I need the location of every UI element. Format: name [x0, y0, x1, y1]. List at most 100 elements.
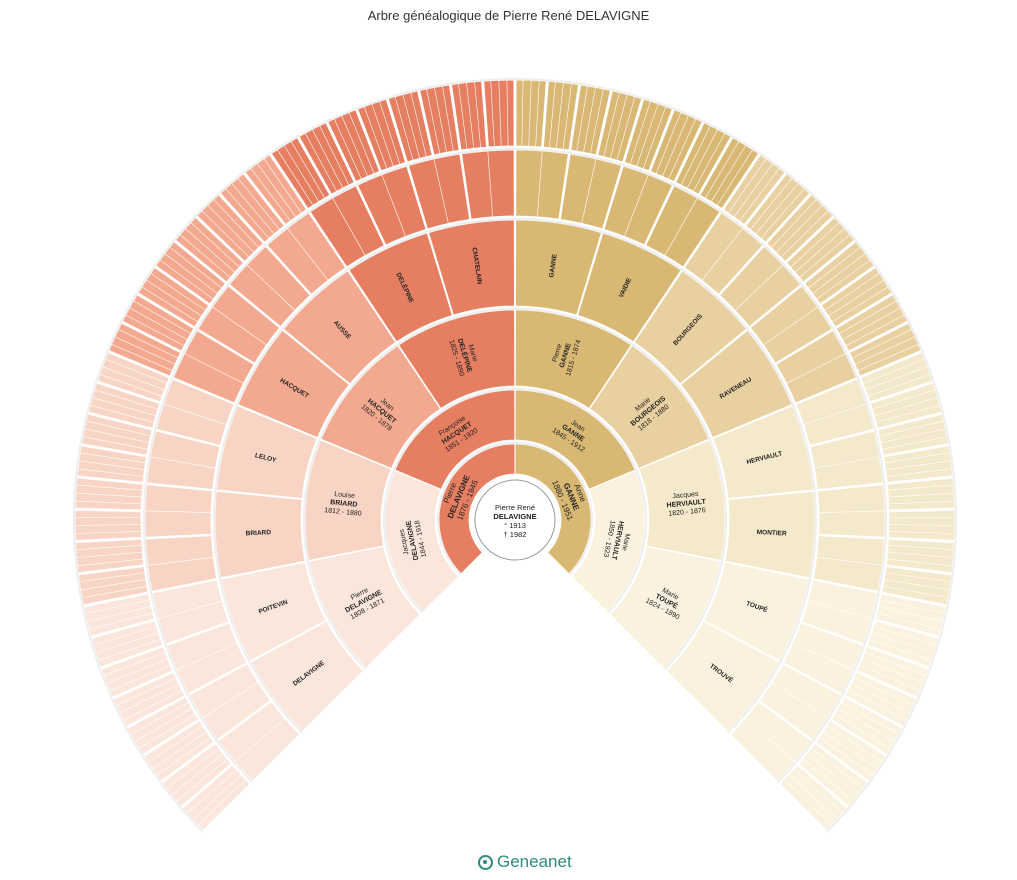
- gen3-segment[interactable]: [304, 439, 392, 561]
- gen6-segment[interactable]: [624, 98, 673, 172]
- gen6-segment[interactable]: [327, 109, 381, 183]
- gen6-segment[interactable]: [830, 696, 904, 755]
- gen5-segment[interactable]: [357, 165, 427, 246]
- gen6-segment[interactable]: [570, 84, 611, 156]
- gen6-segment[interactable]: [820, 267, 893, 328]
- gen4-segment[interactable]: [283, 270, 397, 385]
- gen6-segment[interactable]: [886, 477, 956, 511]
- gen5-segment[interactable]: [782, 622, 864, 695]
- gen6-segment[interactable]: [81, 413, 153, 456]
- gen4-segment[interactable]: [703, 561, 810, 662]
- gen6-segment[interactable]: [108, 322, 182, 377]
- gen5-segment[interactable]: [559, 153, 622, 230]
- gen5-segment[interactable]: [145, 535, 218, 592]
- segment-divider: [786, 353, 846, 384]
- gen5-segment[interactable]: [197, 285, 281, 364]
- gen1-segment[interactable]: [438, 443, 516, 575]
- gen6-segment[interactable]: [675, 122, 732, 195]
- gen3-segment[interactable]: [398, 309, 516, 409]
- gen4-segment[interactable]: [577, 232, 682, 343]
- gen5-segment[interactable]: [759, 663, 842, 741]
- gen6-segment[interactable]: [143, 720, 215, 782]
- gen4-segment[interactable]: [680, 329, 793, 439]
- gen5-segment[interactable]: [173, 330, 255, 404]
- gen6-segment[interactable]: [835, 294, 909, 352]
- gen6-segment[interactable]: [100, 646, 174, 698]
- gen5-segment[interactable]: [461, 149, 515, 220]
- geneanet-logo[interactable]: Geneanet: [478, 852, 572, 872]
- gen6-segment[interactable]: [298, 122, 355, 195]
- gen4-segment[interactable]: [237, 329, 350, 439]
- segment-divider: [138, 713, 196, 749]
- gen6-segment[interactable]: [815, 720, 887, 782]
- root-person-node[interactable]: [474, 479, 556, 561]
- gen5-segment[interactable]: [217, 701, 301, 782]
- gen6-segment[interactable]: [270, 137, 331, 210]
- gen4-segment[interactable]: [348, 232, 453, 343]
- gen5-segment[interactable]: [812, 535, 885, 592]
- gen6-segment[interactable]: [121, 294, 195, 352]
- gen6-segment[interactable]: [844, 671, 918, 727]
- gen4-segment[interactable]: [633, 270, 747, 385]
- gen5-segment[interactable]: [515, 149, 569, 220]
- gen5-segment[interactable]: [188, 663, 271, 741]
- gen6-segment[interactable]: [848, 322, 922, 377]
- gen5-segment[interactable]: [266, 212, 347, 295]
- gen5-segment[interactable]: [408, 153, 471, 230]
- gen6-segment[interactable]: [137, 267, 210, 328]
- gen5-segment[interactable]: [749, 285, 833, 364]
- gen6-segment[interactable]: [87, 382, 161, 429]
- gen6-segment[interactable]: [649, 109, 703, 183]
- gen6-segment[interactable]: [860, 352, 933, 403]
- gen5-segment[interactable]: [775, 330, 857, 404]
- gen6-segment[interactable]: [723, 154, 786, 226]
- gen4-segment[interactable]: [216, 405, 318, 499]
- gen4-segment[interactable]: [428, 219, 515, 316]
- gen4-segment[interactable]: [666, 620, 780, 733]
- gen6-segment[interactable]: [597, 90, 643, 163]
- gen6-segment[interactable]: [112, 671, 186, 727]
- gen5-segment[interactable]: [729, 701, 813, 782]
- gen6-segment[interactable]: [804, 241, 875, 305]
- gen3-segment[interactable]: [638, 439, 726, 561]
- gen4-segment[interactable]: [214, 490, 306, 579]
- gen5-segment[interactable]: [800, 579, 879, 645]
- gen5-segment[interactable]: [151, 579, 230, 645]
- gen5-segment[interactable]: [146, 430, 221, 490]
- gen6-segment[interactable]: [90, 620, 164, 668]
- gen5-segment[interactable]: [144, 484, 213, 538]
- gen4-segment[interactable]: [220, 561, 327, 662]
- gen6-segment[interactable]: [875, 593, 947, 637]
- gen1-segment[interactable]: [514, 443, 592, 575]
- gen5-segment[interactable]: [795, 378, 875, 446]
- gen6-segment[interactable]: [869, 382, 943, 429]
- gen6-segment[interactable]: [244, 154, 307, 226]
- gen5-segment[interactable]: [809, 430, 884, 490]
- gen3-segment[interactable]: [514, 309, 632, 409]
- gen5-segment[interactable]: [817, 484, 886, 538]
- gen5-segment[interactable]: [166, 622, 248, 695]
- gen5-segment[interactable]: [603, 165, 673, 246]
- gen4-segment[interactable]: [515, 219, 602, 316]
- segment-divider: [402, 94, 420, 159]
- gen6-segment[interactable]: [387, 90, 433, 163]
- gen4-segment[interactable]: [724, 490, 816, 579]
- segment-divider: [883, 585, 949, 599]
- gen6-segment[interactable]: [155, 241, 226, 305]
- gen5-segment[interactable]: [309, 185, 385, 268]
- gen5-segment[interactable]: [645, 185, 721, 268]
- gen6-segment[interactable]: [856, 646, 930, 698]
- gen6-segment[interactable]: [877, 413, 949, 456]
- gen6-segment[interactable]: [126, 696, 200, 755]
- gen4-segment[interactable]: [250, 620, 364, 733]
- gen5-segment[interactable]: [683, 212, 764, 295]
- gen6-segment[interactable]: [419, 84, 460, 156]
- gen5-segment[interactable]: [155, 378, 235, 446]
- gen4-segment[interactable]: [712, 405, 814, 499]
- gen6-segment[interactable]: [74, 477, 144, 511]
- gen6-segment[interactable]: [97, 352, 170, 403]
- gen6-segment[interactable]: [866, 620, 940, 668]
- gen6-segment[interactable]: [699, 137, 760, 210]
- gen6-segment[interactable]: [83, 593, 155, 637]
- gen6-segment[interactable]: [357, 98, 406, 172]
